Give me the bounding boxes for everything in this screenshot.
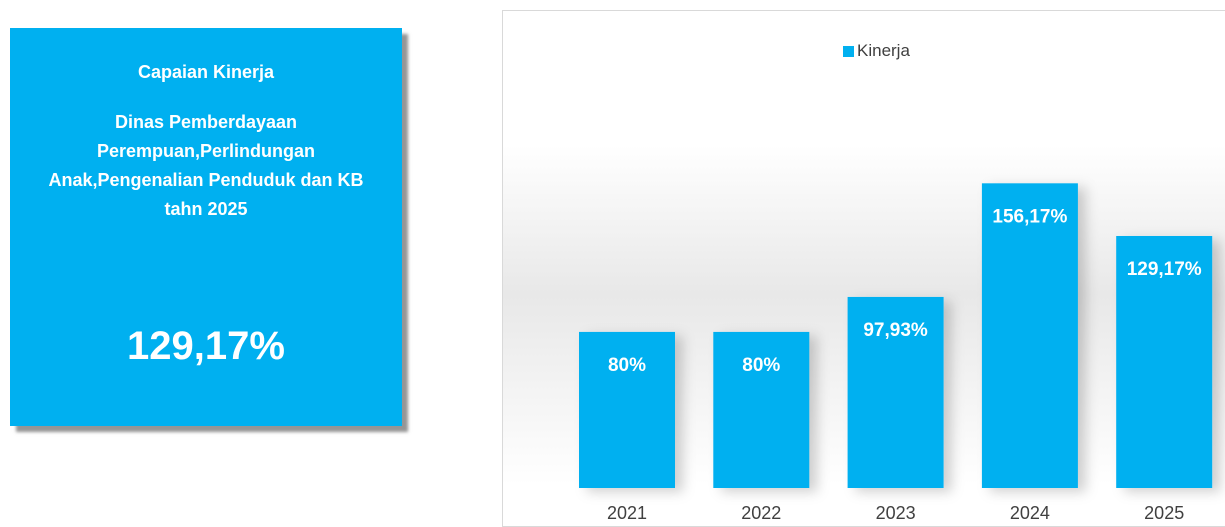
chart-legend: Kinerja	[843, 41, 910, 61]
bar-chart: Kinerja 80% 2021 80% 2022 97,93% 2023 156,17% 2…	[502, 10, 1225, 527]
card-value: 129,17%	[127, 324, 285, 368]
x-tick-2022: 2022	[741, 503, 781, 523]
bar-2024	[981, 183, 1078, 489]
legend-label: Kinerja	[857, 41, 910, 60]
bar-2023	[847, 296, 944, 488]
bar-2021	[579, 331, 675, 488]
card-subtitle: Dinas Pemberdayaan Perempuan,Perlindunga…	[48, 112, 364, 219]
bar-2025	[1116, 235, 1213, 488]
data-label-2021: 80%	[608, 355, 646, 376]
x-tick-2023: 2023	[876, 503, 916, 523]
summary-card: Capaian Kinerja Dinas Pemberdayaan Perem…	[10, 28, 402, 426]
bar-2022	[713, 331, 810, 488]
data-label-2022: 80%	[742, 355, 780, 376]
x-tick-2025: 2025	[1144, 503, 1184, 523]
data-label-2024: 156,17%	[992, 206, 1067, 227]
data-label-2023: 97,93%	[863, 320, 928, 341]
legend-swatch	[843, 45, 854, 57]
card-title: Capaian Kinerja	[137, 62, 275, 82]
data-label-2025: 129,17%	[1127, 259, 1202, 280]
x-tick-2021: 2021	[607, 503, 647, 523]
x-tick-2024: 2024	[1010, 503, 1050, 523]
bars-plot: 80% 2021 80% 2022 97,93% 2023 156,17% 2024 129,1…	[579, 183, 1213, 523]
